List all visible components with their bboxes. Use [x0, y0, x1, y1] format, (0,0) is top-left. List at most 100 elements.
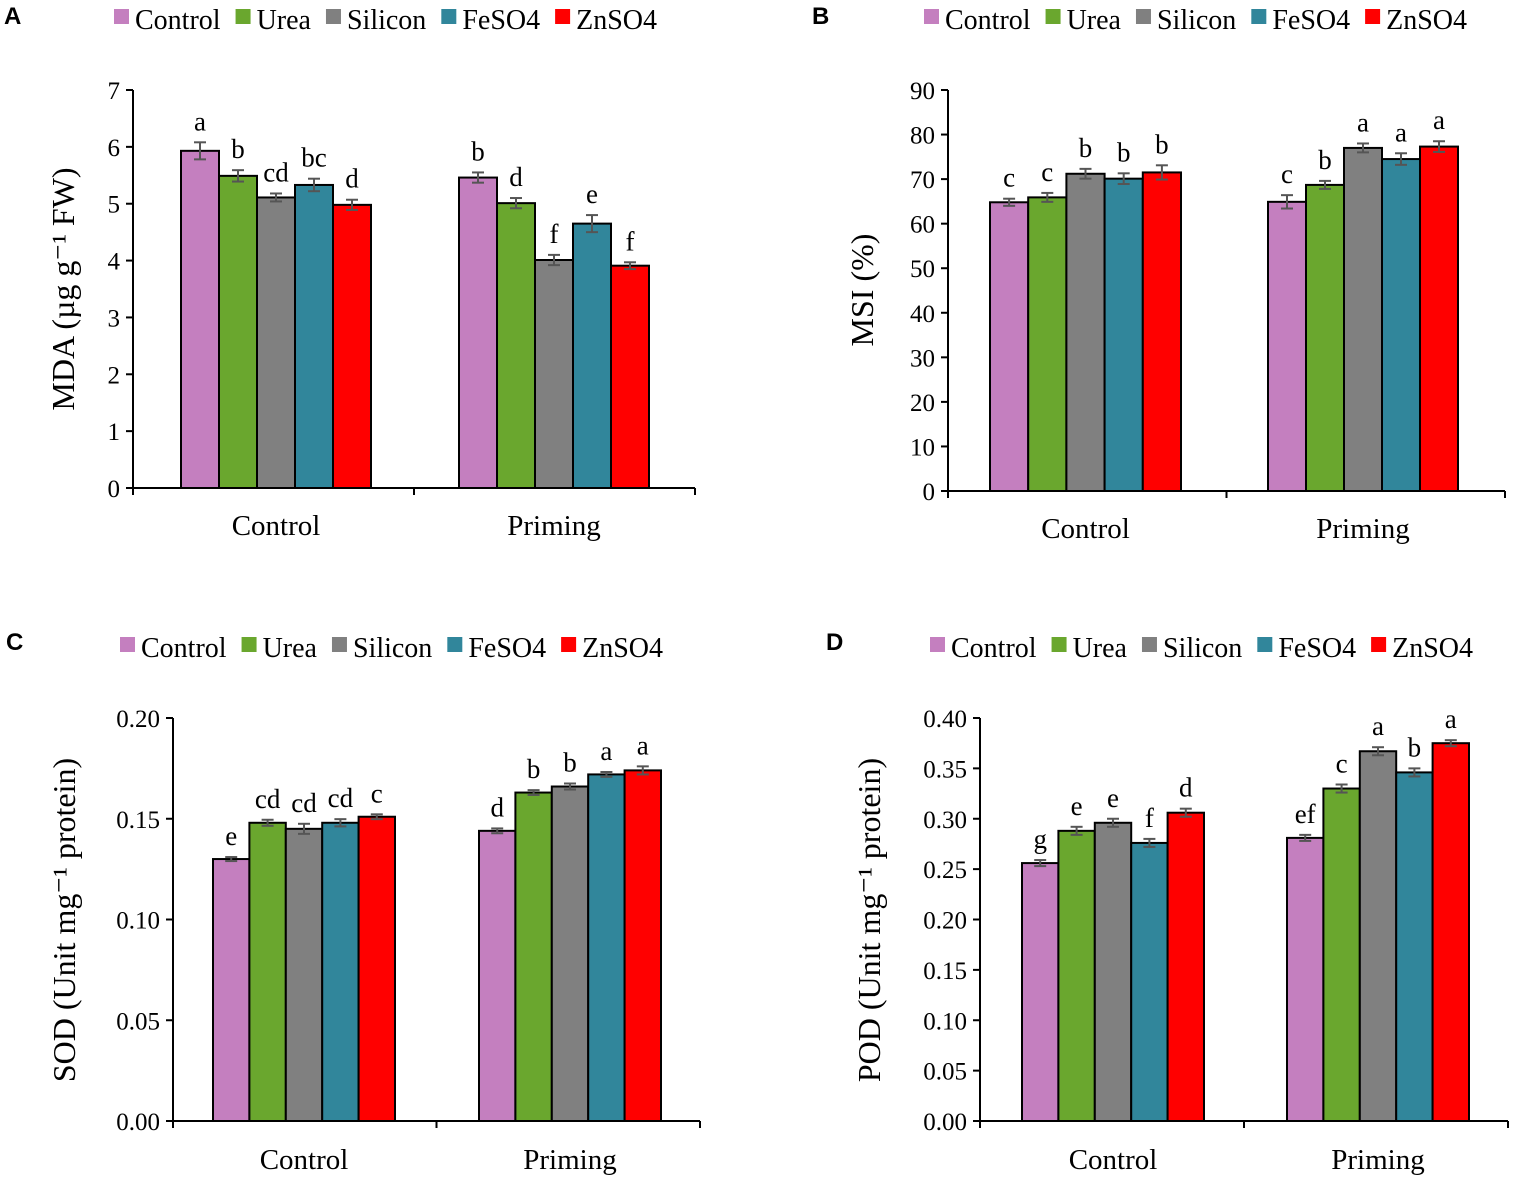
legend-label: Urea	[1067, 5, 1122, 36]
bar	[1065, 172, 1106, 493]
legend-swatch	[447, 637, 463, 652]
legend-label: ZnSO4	[582, 633, 663, 664]
y-tick-label: 0	[923, 479, 936, 506]
legend-label: FeSO4	[1278, 633, 1356, 664]
bar	[294, 183, 334, 490]
y-tick-label: 0.05	[116, 1008, 160, 1035]
significance-letter: f	[626, 226, 635, 256]
bar	[1166, 811, 1205, 1123]
bar	[1057, 829, 1096, 1123]
significance-letter: a	[1433, 105, 1445, 135]
panel-letter: D	[826, 629, 843, 656]
y-tick-label: 0.10	[116, 908, 160, 935]
significance-letter: a	[1372, 711, 1384, 741]
significance-letter: f	[550, 219, 559, 249]
significance-letter: b	[1155, 129, 1169, 159]
x-category-label: Control	[1041, 513, 1130, 545]
panel-letter: B	[812, 3, 829, 30]
significance-letter: d	[490, 792, 504, 822]
significance-letter: a	[194, 106, 206, 136]
y-tick-label: 7	[108, 78, 121, 105]
significance-letter: c	[1041, 157, 1053, 187]
bar	[180, 149, 220, 490]
bar	[1130, 841, 1169, 1122]
legend-label: Urea	[1073, 633, 1128, 664]
y-tick-label: 3	[108, 305, 121, 332]
y-tick-label: 0	[108, 476, 121, 503]
x-category-label: Priming	[1331, 1144, 1424, 1176]
bar	[1305, 183, 1345, 493]
y-tick-label: 5	[108, 192, 121, 219]
bar	[989, 201, 1030, 492]
significance-letter: d	[345, 164, 359, 194]
bar	[1322, 787, 1361, 1123]
bar	[1419, 145, 1459, 493]
legend-swatch	[120, 637, 135, 652]
significance-letter: ef	[1295, 799, 1316, 829]
legend-swatch	[1051, 637, 1067, 652]
y-tick-label: 20	[910, 390, 935, 417]
significance-letter: e	[1107, 783, 1119, 813]
legend-swatch	[930, 637, 945, 652]
y-tick-label: 0.20	[923, 908, 967, 935]
significance-letter: a	[1445, 704, 1457, 734]
panel-letter: C	[6, 629, 23, 656]
bar	[1286, 836, 1325, 1123]
legend-label: FeSO4	[468, 633, 546, 664]
y-tick-label: 4	[108, 249, 121, 276]
y-tick-label: 40	[910, 301, 935, 328]
bar	[332, 203, 372, 489]
bar	[1267, 200, 1307, 492]
significance-letter: a	[637, 730, 649, 760]
x-category-label: Priming	[1316, 513, 1409, 545]
y-tick-label: 0.25	[923, 857, 967, 884]
y-tick-label: 0.10	[923, 1008, 967, 1035]
significance-letter: cd	[263, 157, 289, 187]
legend-label: ZnSO4	[576, 5, 657, 36]
significance-letter: b	[527, 754, 541, 784]
bar	[572, 222, 612, 489]
y-axis-label: POD (Unit mg⁻¹ protein)	[851, 758, 887, 1082]
bar	[1093, 821, 1133, 1123]
significance-letter: b	[1318, 145, 1332, 175]
bar	[1027, 196, 1068, 493]
y-tick-label: 0.00	[923, 1109, 967, 1136]
significance-letter: e	[1071, 791, 1083, 821]
significance-letter: b	[231, 134, 245, 164]
bar	[1103, 177, 1144, 492]
y-tick-label: 0.15	[923, 958, 967, 985]
bar	[256, 196, 296, 490]
legend-swatch	[555, 9, 571, 24]
bar	[218, 174, 258, 489]
chart-panel-b: B Control Urea Silicon FeSO4 ZnSO4 0 10 20 30 40 50…	[812, 3, 1506, 545]
significance-letter: a	[1395, 117, 1407, 147]
y-tick-label: 0.00	[116, 1109, 160, 1136]
legend-swatch	[235, 9, 251, 24]
bar	[610, 264, 650, 489]
y-axis-label: SOD (Unit mg⁻¹ protein)	[46, 758, 82, 1082]
y-tick-label: 2	[108, 362, 121, 389]
legend-swatch	[1135, 9, 1151, 24]
significance-letter: d	[509, 162, 523, 192]
legend-label: Urea	[257, 5, 312, 36]
bar	[248, 821, 287, 1123]
legend-swatch	[325, 9, 341, 24]
significance-letter: a	[1357, 107, 1369, 137]
bar	[1395, 771, 1434, 1123]
bar	[623, 769, 662, 1122]
legend-swatch	[1141, 637, 1157, 652]
significance-letter: c	[1281, 159, 1293, 189]
legend: Control Urea Silicon FeSO4 ZnSO4	[930, 633, 1473, 664]
bar	[1431, 742, 1470, 1122]
significance-letter: cd	[328, 783, 354, 813]
legend-label: Silicon	[1157, 5, 1236, 36]
x-category-label: Priming	[523, 1144, 616, 1176]
y-axis-label: MSI (%)	[844, 234, 880, 347]
legend-swatch	[1365, 9, 1381, 24]
legend-label: Silicon	[347, 5, 426, 36]
legend-label: FeSO4	[462, 5, 540, 36]
y-axis-label: MDA (µg g⁻¹ FW)	[45, 167, 81, 410]
y-tick-label: 30	[910, 345, 935, 372]
